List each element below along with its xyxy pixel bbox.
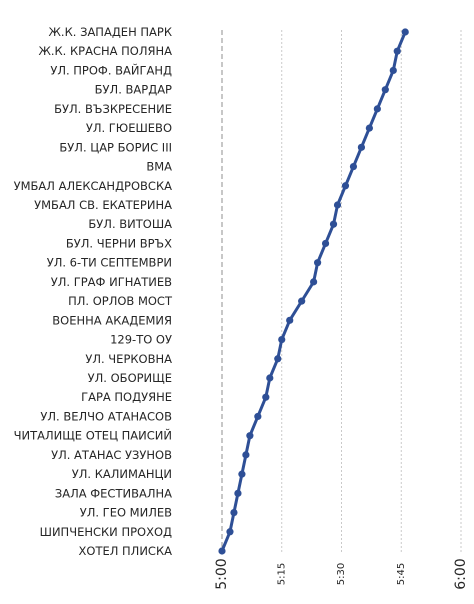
stop-label: БУЛ. ВИТОША (88, 217, 172, 231)
stop-label: ХОТЕЛ ПЛИСКА (79, 544, 173, 558)
x-tick-label: 5:15 (276, 563, 287, 585)
stop-label: ПЛ. ОРЛОВ МОСТ (68, 294, 173, 308)
data-point (401, 28, 409, 36)
x-tick-label: 6:00 (453, 558, 469, 589)
series-line (220, 30, 407, 553)
data-point (298, 297, 306, 305)
stop-label: ЧИТАЛИЩЕ ОТЕЦ ПАИСИЙ (14, 428, 172, 443)
stop-label: 129-ТО ОУ (110, 333, 172, 347)
stop-label: УЛ. ВЕЛЧО АТАНАСОВ (40, 409, 172, 423)
stop-label: УЛ. 6-ТИ СЕПТЕМВРИ (47, 256, 172, 270)
data-point (393, 47, 401, 55)
x-tick-label: 5:45 (396, 563, 407, 585)
data-point (333, 201, 342, 209)
stop-label: УМБАЛ АЛЕКСАНДРОВСКА (14, 179, 173, 193)
data-point (262, 393, 270, 401)
stop-label: ВОЕННА АКАДЕМИЯ (52, 313, 172, 327)
gridlines (221, 30, 462, 554)
data-points (218, 28, 409, 555)
stop-label: ЗАЛА ФЕСТИВАЛНА (55, 486, 172, 500)
stop-label: БУЛ. ЦАР БОРИС III (59, 140, 172, 154)
data-point (389, 66, 397, 75)
data-point (321, 239, 330, 248)
stop-label: УЛ. АТАНАС УЗУНОВ (51, 448, 172, 462)
data-point (242, 451, 250, 459)
stop-labels: ХОТЕЛ ПЛИСКА ШИПЧЕНСКИ ПРОХОД УЛ. ГЕО МИЛЕ… (14, 25, 173, 558)
data-point (357, 143, 366, 151)
data-point (226, 528, 234, 536)
data-point (373, 105, 381, 113)
data-point (286, 316, 294, 324)
x-tick-label: 5:00 (214, 558, 230, 589)
stop-label: УЛ. ПРОФ. ВАЙГАНД (50, 62, 172, 77)
stop-label: УЛ. ЧЕРКОВНА (85, 352, 172, 366)
stop-label: Ж.К. ЗАПАДЕН ПАРК (49, 25, 172, 39)
data-point (365, 124, 373, 132)
stop-label: БУЛ. ЧЕРНИ ВРЪХ (66, 236, 172, 250)
data-point (349, 162, 358, 171)
data-point (314, 259, 322, 267)
data-point (310, 278, 318, 286)
stop-label: Ж.К. КРАСНА ПОЛЯНА (38, 44, 172, 58)
x-axis-ticks: 5:00 5:15 5:30 5:45 6:00 (214, 558, 469, 589)
data-point (246, 432, 254, 440)
data-point (218, 547, 226, 555)
stop-label: БУЛ. ВАРДАР (95, 83, 172, 97)
stop-label: УЛ. ГРАФ ИГНАТИЕВ (51, 275, 172, 289)
stop-label: ВМА (146, 160, 172, 174)
data-point (278, 335, 286, 344)
data-point (230, 508, 238, 517)
data-point (329, 220, 338, 228)
stop-label: ШИПЧЕНСКИ ПРОХОД (40, 525, 172, 539)
stop-label: УЛ. ОБОРИЩЕ (88, 371, 172, 385)
stop-label: БУЛ. ВЪЗКРЕСЕНИЕ (54, 102, 172, 116)
data-point (381, 86, 389, 94)
data-point (341, 182, 350, 190)
stop-label: УЛ. ГЕО МИЛЕВ (80, 506, 172, 520)
stop-label: ГАРА ПОДУЯНЕ (81, 390, 172, 404)
data-point (238, 470, 246, 478)
stop-label: УЛ. КАЛИМАНЦИ (72, 467, 172, 481)
stop-label: УМБАЛ СВ. ЕКАТЕРИНА (34, 198, 172, 212)
data-point (266, 374, 274, 382)
data-point (234, 489, 242, 497)
data-point (274, 355, 282, 363)
stop-label: УЛ. ГЮЕШЕВО (86, 121, 172, 135)
data-point (254, 412, 262, 421)
x-tick-label: 5:30 (336, 563, 347, 585)
series-line-layer (220, 30, 407, 553)
